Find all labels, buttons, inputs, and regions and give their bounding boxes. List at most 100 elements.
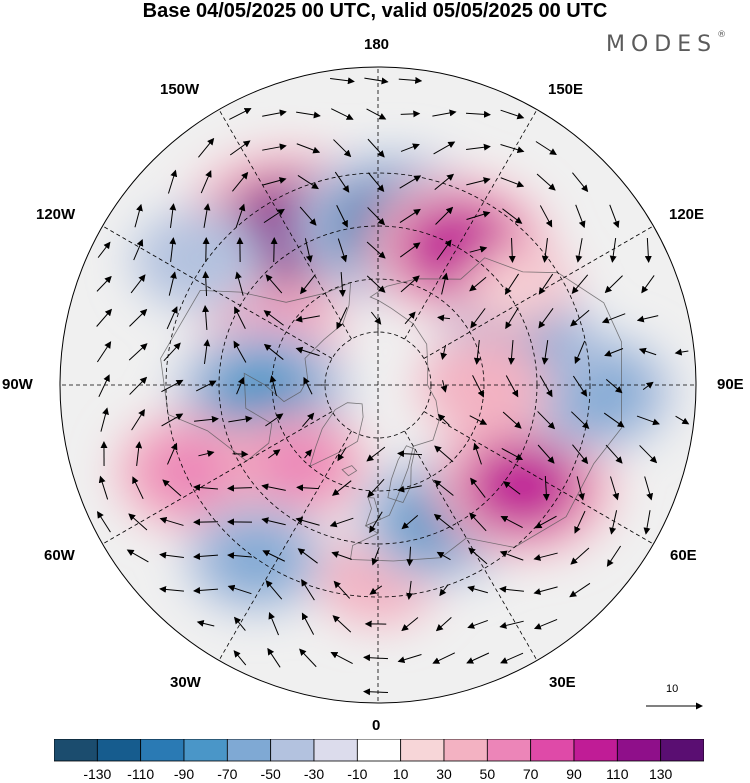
reference-vector-arrow bbox=[646, 702, 703, 710]
wind-vector bbox=[468, 547, 488, 565]
colorbar-tick-label: 30 bbox=[436, 766, 452, 782]
longitude-label-0: 0 bbox=[372, 717, 381, 734]
wind-vector bbox=[98, 475, 109, 500]
wind-vector bbox=[609, 204, 620, 229]
wind-vector bbox=[675, 415, 690, 425]
wind-vector bbox=[159, 551, 184, 559]
colorbar-swatch bbox=[443, 739, 488, 762]
wind-vector bbox=[363, 654, 389, 662]
wind-vector bbox=[299, 206, 317, 226]
wind-vector bbox=[262, 550, 286, 562]
wind-vector bbox=[234, 306, 246, 329]
wind-vector bbox=[397, 654, 422, 664]
wind-vector bbox=[570, 547, 590, 565]
wind-vector bbox=[500, 515, 523, 529]
anomaly-center bbox=[143, 433, 242, 510]
wind-vector bbox=[297, 548, 318, 564]
wind-vector bbox=[366, 108, 387, 120]
wind-vector bbox=[644, 237, 652, 263]
wind-vector bbox=[367, 172, 385, 193]
wind-vector bbox=[196, 380, 217, 392]
wind-vector bbox=[500, 109, 525, 120]
wind-vector bbox=[397, 450, 423, 458]
wind-vector bbox=[337, 447, 347, 462]
wind-vector bbox=[505, 375, 519, 398]
wind-vector bbox=[542, 475, 550, 501]
wind-vector bbox=[131, 409, 145, 431]
wind-vector bbox=[500, 177, 525, 188]
wind-vector bbox=[295, 346, 320, 357]
wind-vector bbox=[541, 238, 549, 263]
wind-vector bbox=[572, 172, 589, 193]
meridian-line bbox=[423, 411, 654, 545]
wind-vector bbox=[367, 138, 385, 158]
wind-vector bbox=[162, 479, 182, 497]
wind-vector bbox=[96, 275, 112, 292]
wind-vector bbox=[534, 515, 557, 529]
colorbar-swatch bbox=[140, 739, 185, 762]
wind-vector bbox=[674, 348, 689, 356]
wind-vector bbox=[609, 476, 620, 501]
wind-vector bbox=[297, 175, 319, 190]
wind-vector bbox=[336, 307, 348, 330]
wind-vector bbox=[397, 485, 422, 493]
map-title: Base 04/05/2025 00 UTC, valid 05/05/2025… bbox=[142, 0, 608, 22]
wind-vector bbox=[263, 208, 285, 224]
reference-vector-label: 10 bbox=[666, 683, 679, 695]
colorbar-tick-label: 90 bbox=[566, 766, 582, 782]
wind-vector bbox=[161, 413, 184, 427]
wind-vector bbox=[400, 242, 421, 258]
wind-vector bbox=[538, 307, 554, 329]
wind-vector bbox=[129, 376, 148, 395]
wind-vector bbox=[434, 173, 455, 191]
wind-vector bbox=[300, 274, 316, 295]
wind-vector bbox=[232, 171, 249, 192]
colorbar-tick-label: -110 bbox=[127, 766, 155, 782]
wind-vector bbox=[331, 480, 352, 496]
wind-vector bbox=[576, 476, 585, 501]
wind-vector bbox=[539, 205, 553, 228]
wind-vector bbox=[636, 415, 660, 426]
wind-vector bbox=[332, 615, 352, 633]
wind-vector bbox=[639, 445, 658, 464]
wind-vector bbox=[363, 688, 389, 696]
wind-vector bbox=[366, 446, 386, 462]
wind-vector bbox=[128, 513, 148, 531]
meridian-line bbox=[102, 225, 333, 359]
wind-vector bbox=[432, 652, 456, 664]
longitude-label-120e: 120E bbox=[669, 206, 705, 223]
longitude-label-60e: 60E bbox=[670, 547, 697, 564]
wind-vector bbox=[574, 340, 586, 364]
wind-vector bbox=[227, 552, 253, 560]
wind-vector bbox=[169, 203, 177, 228]
wind-vector bbox=[466, 177, 491, 186]
wind-vector bbox=[265, 274, 283, 294]
wind-vector bbox=[236, 376, 245, 395]
wind-vector bbox=[159, 585, 184, 593]
colorbar-swatch bbox=[270, 739, 315, 762]
wind-vector bbox=[235, 271, 244, 296]
wind-vector bbox=[435, 616, 452, 632]
wind-vector bbox=[643, 510, 651, 535]
colorbar-swatch bbox=[400, 739, 445, 762]
wind-vector bbox=[232, 450, 249, 458]
wind-vector bbox=[469, 512, 487, 532]
wind-vector bbox=[330, 77, 355, 85]
longitude-label-30w: 30W bbox=[170, 674, 201, 691]
wind-vector bbox=[435, 206, 454, 225]
wind-vector bbox=[533, 586, 558, 595]
wind-vector bbox=[96, 308, 113, 327]
wind-vector bbox=[500, 144, 525, 154]
wind-vector bbox=[268, 611, 279, 636]
wind-vector bbox=[533, 619, 558, 630]
wind-vector bbox=[500, 652, 524, 664]
wind-vector bbox=[503, 481, 521, 495]
wind-vector bbox=[641, 275, 655, 294]
wind-vector bbox=[263, 343, 284, 360]
wind-vector bbox=[296, 484, 319, 492]
wind-vector bbox=[194, 415, 219, 423]
meridian-line bbox=[102, 411, 333, 545]
wind-vector bbox=[473, 442, 482, 465]
colorbar bbox=[54, 739, 704, 762]
longitude-label-90e: 90E bbox=[717, 376, 744, 393]
